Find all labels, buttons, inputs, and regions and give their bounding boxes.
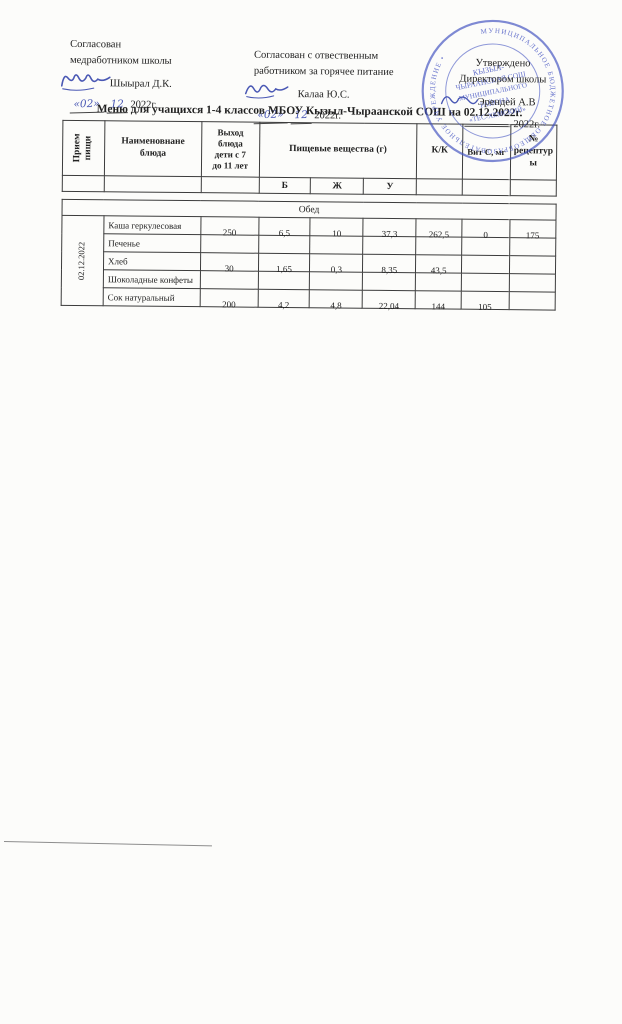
fat-value	[309, 271, 363, 291]
output-value: 30	[200, 252, 259, 273]
dish-name: Сок натуральный	[103, 287, 201, 307]
carbs-value	[362, 272, 416, 291]
fat-value: 4,8	[309, 289, 363, 310]
signature-row: Калаа Ю.С.	[244, 82, 444, 106]
vitc-value	[461, 273, 509, 292]
recipe-value	[509, 237, 556, 257]
recipe-value	[508, 255, 556, 275]
header-carbs: У	[363, 178, 417, 195]
dish-name: Шоколадные конфеты	[103, 269, 201, 289]
header-nutrients: Пищевые вещества (г)	[258, 122, 418, 179]
dish-name: Хлеб	[103, 251, 201, 271]
header-output: Выход блюда дети с 7 до 11 лет	[201, 121, 260, 178]
dish-name: Печенье	[103, 233, 201, 253]
empty-cell	[462, 179, 510, 196]
handwritten-signature-icon	[244, 84, 289, 99]
recipe-value: 175	[509, 219, 556, 240]
header-dish: Наименовнане блюда	[104, 120, 202, 177]
approval-line: Директором школы	[459, 73, 547, 86]
approver-name: Калаа Ю.С.	[297, 88, 350, 101]
menu-body-table: Обед 02.12.2022 Каша геркулесовая 250 6,…	[61, 199, 557, 311]
protein-value	[257, 271, 310, 290]
recipe-value	[508, 291, 556, 311]
output-value	[200, 270, 259, 290]
dish-name: Каша геркулесовая	[103, 215, 201, 235]
output-value: 200	[199, 288, 258, 309]
vitc-value	[461, 255, 510, 274]
carbs-value	[362, 236, 416, 255]
date-cell: 02.12.2022	[61, 215, 104, 306]
kcal-value: 43,5	[415, 254, 462, 275]
carbs-value: 22,04	[362, 290, 416, 311]
carbs-value: 8,35	[362, 254, 416, 275]
output-value: 250	[200, 216, 259, 237]
signature-row: Эрендей А.В	[440, 90, 562, 113]
protein-value: 1,65	[258, 253, 311, 274]
kcal-value: 144	[415, 290, 462, 311]
table-row: Сок натуральный 200 4,2 4,8 22,04 144 10…	[61, 287, 556, 311]
approval-date: 2022г.	[443, 115, 561, 133]
handwritten-signature-icon	[440, 95, 479, 104]
vitc-value: 0	[461, 219, 510, 239]
kcal-value	[415, 236, 462, 256]
kcal-value	[415, 272, 462, 292]
output-value	[200, 234, 259, 254]
fat-value: 0,3	[309, 253, 363, 274]
approver-name: Эрендей А.В	[477, 96, 536, 108]
header-protein: Б	[258, 177, 311, 194]
approval-line: Утверждено	[475, 57, 531, 70]
empty-cell	[62, 175, 105, 192]
approval-block-medworker: Согласован медработником школы Шыырал Д.…	[60, 37, 240, 114]
protein-value: 4,2	[257, 289, 310, 310]
approval-block-director: Утверждено Директором школы Эрендей А.В …	[440, 55, 562, 133]
date-year: 2022г.	[513, 118, 541, 130]
empty-cell	[416, 178, 463, 196]
vitc-value	[461, 237, 510, 256]
protein-value	[258, 235, 311, 254]
school-round-stamp: МУНИЦИПАЛЬНОЕ БЮДЖЕТНОЕ ОБЩЕОБРАЗОВАТЕЛЬ…	[417, 15, 568, 166]
recipe-value	[508, 273, 556, 293]
handwritten-signature-icon	[60, 73, 111, 91]
carbs-value: 37,3	[363, 218, 417, 239]
kcal-value: 262,5	[415, 218, 463, 239]
header-fat: Ж	[310, 177, 364, 195]
header-meal: Прием пищи	[62, 120, 105, 176]
approval-line: Согласован	[70, 38, 122, 51]
empty-cell	[104, 175, 202, 193]
blank-date-line	[464, 115, 511, 127]
approver-name: Шыырал Д.К.	[109, 77, 172, 90]
vitc-value: 105	[461, 291, 509, 311]
approval-block-catering: Согласован с отвественным работником за …	[244, 48, 444, 126]
signature-row: Шыырал Д.К.	[60, 71, 240, 95]
empty-cell	[201, 176, 259, 194]
empty-cell	[509, 179, 557, 197]
fat-value	[310, 235, 364, 255]
protein-value: 6,5	[258, 217, 311, 238]
fat-value: 10	[310, 217, 364, 238]
